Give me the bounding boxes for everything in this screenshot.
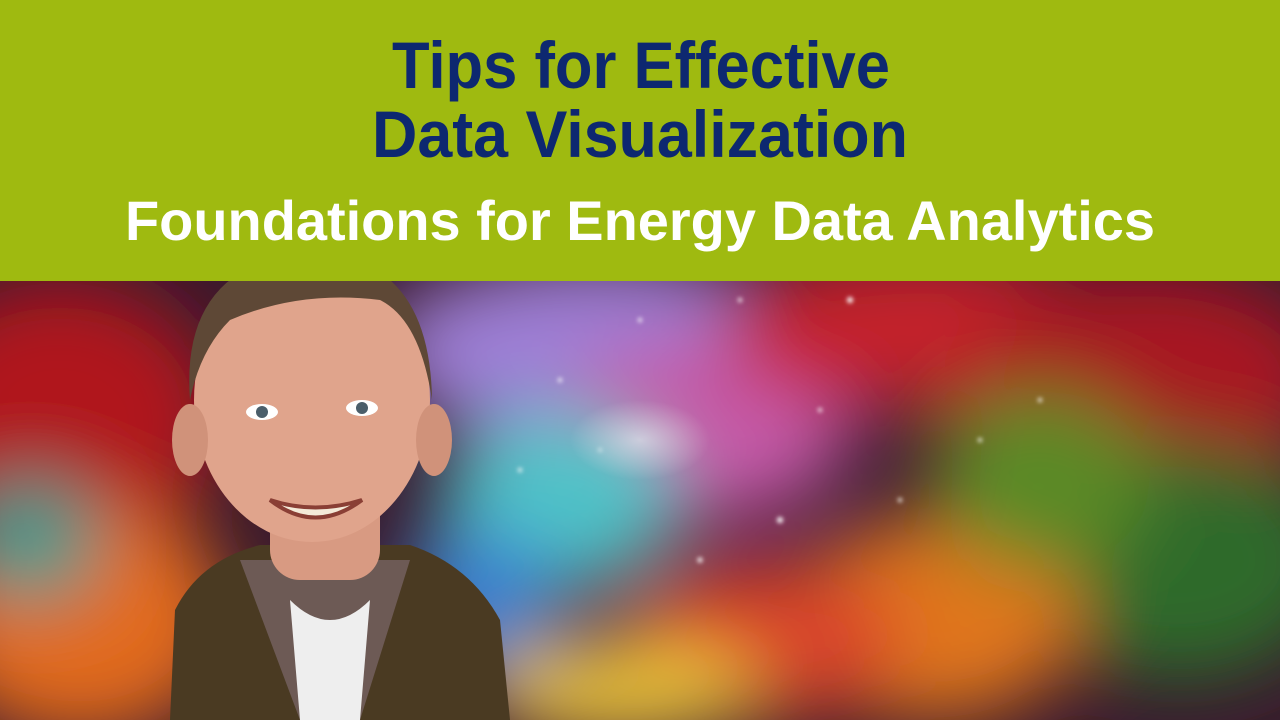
subtitle: Foundations for Energy Data Analytics [125,189,1155,252]
nebula-background [0,250,1280,720]
presenter-photo [170,251,510,720]
banner [0,0,1280,281]
title-line: Data Visualization [372,97,908,171]
title-line: Tips for Effective [392,28,890,102]
